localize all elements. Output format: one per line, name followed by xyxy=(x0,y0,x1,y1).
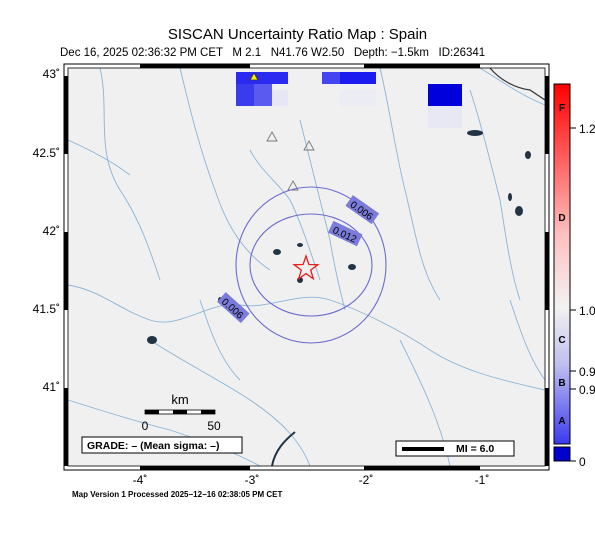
grade-letter: A xyxy=(558,416,565,427)
y-axis: 43˚ 42.5˚ 42˚ 41.5˚ 41˚ xyxy=(33,67,60,394)
svg-text:50: 50 xyxy=(207,419,221,433)
x-tick-label: -1˚ xyxy=(475,473,490,487)
svg-text:MI = 6.0: MI = 6.0 xyxy=(456,443,494,455)
y-tick-label: 42.5˚ xyxy=(33,146,60,160)
event-info: Dec 16, 2025 02:36:32 PM CET M 2.1 N41.7… xyxy=(60,47,486,59)
station-marker xyxy=(303,140,315,151)
map-title: SISCAN Uncertainty Ratio Map : Spain xyxy=(167,26,428,43)
grade-letter: F xyxy=(559,103,565,114)
processing-footer: Map Version 1 Processed 2025−12−16 02:38… xyxy=(72,490,283,499)
svg-text:GRADE: – (Mean sigma: –): GRADE: – (Mean sigma: –) xyxy=(87,440,219,452)
y-tick-label: 43˚ xyxy=(43,67,60,81)
grade-letter: B xyxy=(558,378,565,389)
x-axis: -4˚ -3˚ -2˚ -1˚ xyxy=(133,473,490,487)
grade-box: GRADE: – (Mean sigma: –) xyxy=(81,436,243,454)
colorbar-value: 1.0 xyxy=(579,304,595,318)
stations xyxy=(249,72,315,191)
colorbar-value: 0.9 xyxy=(579,365,595,379)
y-tick-label: 42˚ xyxy=(43,224,60,238)
colorbar-value: 0.9 xyxy=(579,383,595,397)
grid-cells xyxy=(236,72,462,128)
x-tick-label: -3˚ xyxy=(245,473,260,487)
grade-letter: C xyxy=(558,335,565,346)
map-frame xyxy=(63,63,550,471)
reservoir xyxy=(271,431,296,467)
colorbar-value: 1.2 xyxy=(579,122,595,136)
scale-bar: km 0 50 xyxy=(142,392,221,433)
grade-letter: D xyxy=(558,213,565,224)
svg-text:km: km xyxy=(171,392,188,407)
contour-lines xyxy=(235,186,387,344)
border-line xyxy=(489,67,546,101)
station-marker xyxy=(266,131,278,142)
station-marker xyxy=(287,180,299,191)
y-tick-label: 41.5˚ xyxy=(33,302,60,316)
colorbar: F D C B A 1.2 1.0 0.9 0.9 0 xyxy=(553,83,595,469)
colorbar-value: 0 xyxy=(579,455,586,469)
x-tick-label: -4˚ xyxy=(133,473,148,487)
y-tick-label: 41˚ xyxy=(43,380,60,394)
x-tick-label: -2˚ xyxy=(359,473,374,487)
svg-text:0: 0 xyxy=(142,419,149,433)
mi-box: MI = 6.0 xyxy=(395,440,515,457)
map-land xyxy=(68,68,545,466)
station-marker-active xyxy=(249,72,259,81)
lakes xyxy=(147,130,531,344)
epicenter-star xyxy=(292,253,320,281)
